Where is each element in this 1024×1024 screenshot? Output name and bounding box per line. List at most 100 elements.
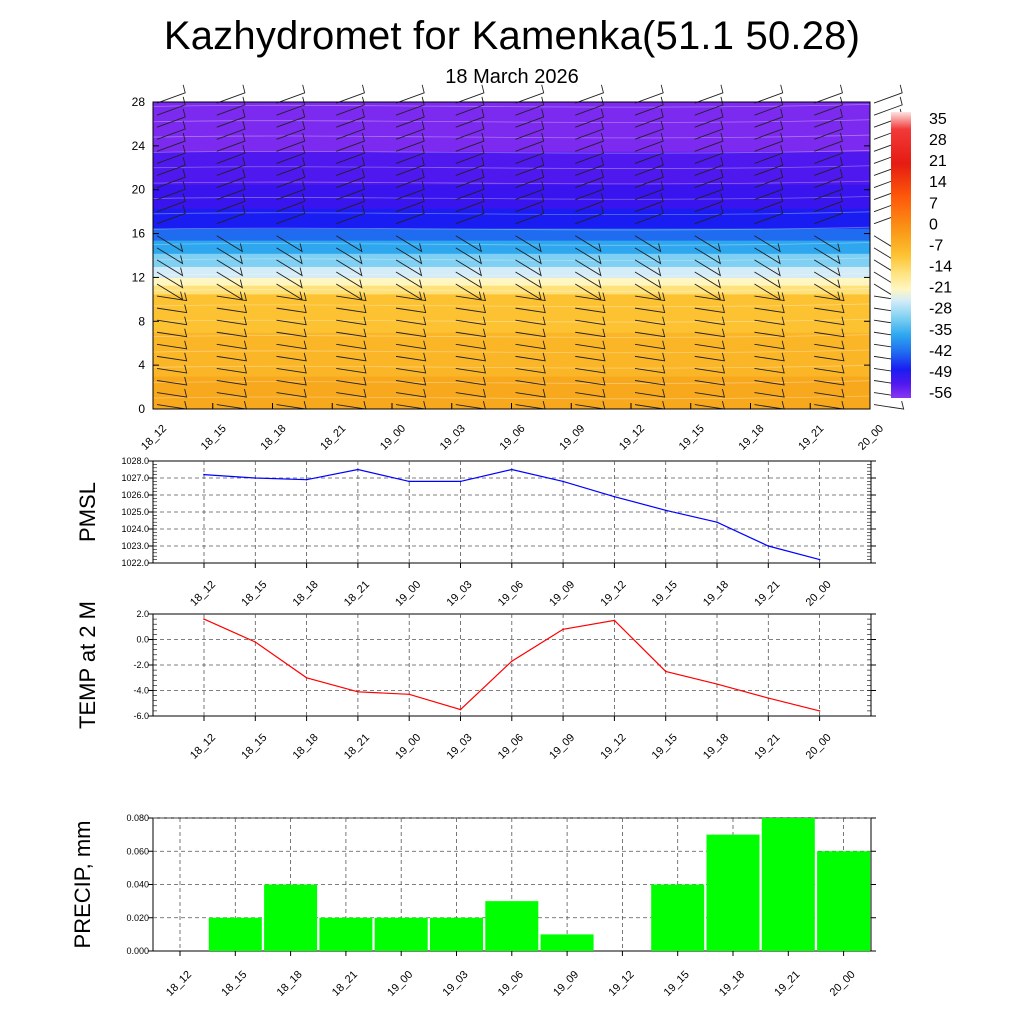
x-tick-label: 19_12: [617, 423, 647, 453]
wind-barb: [276, 259, 303, 277]
wind-barb: [754, 157, 784, 176]
heatmap-band: [153, 208, 870, 229]
wind-barb: [395, 169, 425, 188]
wind-barb: [156, 235, 184, 253]
wind-barb: [694, 340, 726, 350]
data-point: [818, 558, 821, 561]
x-tick-label: 18_21: [342, 579, 372, 609]
data-point: [664, 670, 667, 673]
wind-barb: [515, 205, 545, 225]
wind-barb: [694, 283, 722, 301]
wind-barb: [336, 145, 365, 164]
x-tick-label: 18_18: [291, 579, 321, 609]
data-point: [357, 468, 359, 471]
x-tick-label: 19_09: [551, 969, 581, 999]
x-tick-label: 19_03: [441, 969, 471, 999]
wind-barb: [395, 193, 425, 213]
data-point: [664, 509, 667, 512]
wind-barb: [336, 352, 367, 362]
y-tick-label: 1027.0: [121, 473, 149, 483]
x-tick-label: 19_21: [772, 969, 802, 999]
data-point: [459, 480, 462, 483]
wind-barb: [276, 328, 307, 338]
wind-barb: [634, 376, 666, 386]
x-tick-label: 18_12: [188, 579, 218, 609]
wind-barb: [216, 157, 246, 176]
wind-barb: [216, 145, 246, 164]
x-tick-label: 19_03: [438, 423, 468, 453]
data-point: [511, 468, 513, 471]
wind-barb: [336, 132, 365, 152]
wind-barb: [814, 247, 841, 265]
wind-barb: [754, 352, 785, 362]
data-point: [203, 473, 205, 476]
x-tick-label: 20_00: [804, 732, 834, 762]
isotherm-line: [152, 364, 871, 369]
x-tick-label: 19_00: [393, 732, 423, 762]
wind-barb: [754, 235, 781, 253]
isotherm-line: [152, 380, 871, 384]
wind-barb: [395, 352, 427, 362]
wind-barb: [336, 96, 365, 116]
wind-barb: [455, 193, 485, 213]
isotherm-line: [152, 119, 871, 123]
y-tick-label: 4: [138, 358, 145, 372]
colorbar-label: -35: [929, 322, 952, 339]
colorbar-label: 35: [929, 111, 947, 128]
y-tick-label: 2.0: [136, 609, 149, 619]
colorbar-label: 0: [929, 216, 938, 233]
wind-barb: [455, 352, 487, 362]
x-tick-label: 19_18: [717, 969, 747, 999]
wind-barb: [216, 376, 248, 386]
wind-barb: [156, 340, 188, 350]
wind-barb: [754, 145, 784, 164]
y-tick-label: 0.020: [126, 913, 149, 923]
wind-barb: [156, 292, 188, 302]
wind-barb: [754, 84, 784, 104]
data-point: [254, 641, 257, 643]
y-tick-label: 8: [138, 314, 145, 328]
x-tick-label: 19_06: [496, 579, 526, 609]
y-axis-label: PRECIP, mm: [70, 821, 95, 949]
wind-barb: [276, 108, 306, 128]
wind-barb: [575, 145, 604, 164]
wind-barb: [395, 292, 427, 302]
wind-barb: [455, 292, 487, 302]
wind-barb: [455, 181, 485, 201]
precip-bar: [319, 917, 373, 951]
wind-barb: [395, 271, 423, 289]
wind-barb: [814, 283, 841, 301]
wind-barb: [694, 120, 724, 140]
wind-barb: [395, 235, 423, 253]
wind-barb: [276, 120, 306, 140]
x-tick-label: 19_09: [547, 579, 577, 609]
x-tick-label: 19_12: [598, 579, 628, 609]
wind-barb: [216, 328, 248, 338]
wind-barb: [276, 84, 306, 104]
wind-barb: [156, 120, 186, 140]
wind-barb: [276, 271, 303, 289]
x-tick-label: 18_15: [239, 732, 269, 762]
x-tick-label: 19_21: [752, 579, 782, 609]
wind-barb: [754, 283, 781, 301]
wind-barb: [694, 364, 726, 374]
wind-barb: [276, 193, 306, 213]
wind-barb: [216, 247, 244, 265]
data-point: [254, 477, 257, 479]
wind-barb: [634, 352, 666, 362]
wind-barb: [634, 145, 664, 164]
wind-barb: [575, 376, 606, 386]
y-tick-label: 0.060: [126, 846, 149, 856]
data-point: [408, 693, 411, 696]
wind-barb: [694, 328, 726, 338]
data-point: [818, 710, 821, 712]
wind-barb: [276, 388, 307, 398]
wind-barb: [694, 316, 726, 326]
wind-barb: [754, 132, 784, 152]
wind-barb: [634, 364, 666, 374]
heatmap-band: [153, 253, 870, 267]
wind-barb: [216, 120, 246, 140]
wind-barb: [395, 283, 423, 301]
heatmap-band: [153, 266, 870, 278]
data-point: [459, 708, 462, 711]
